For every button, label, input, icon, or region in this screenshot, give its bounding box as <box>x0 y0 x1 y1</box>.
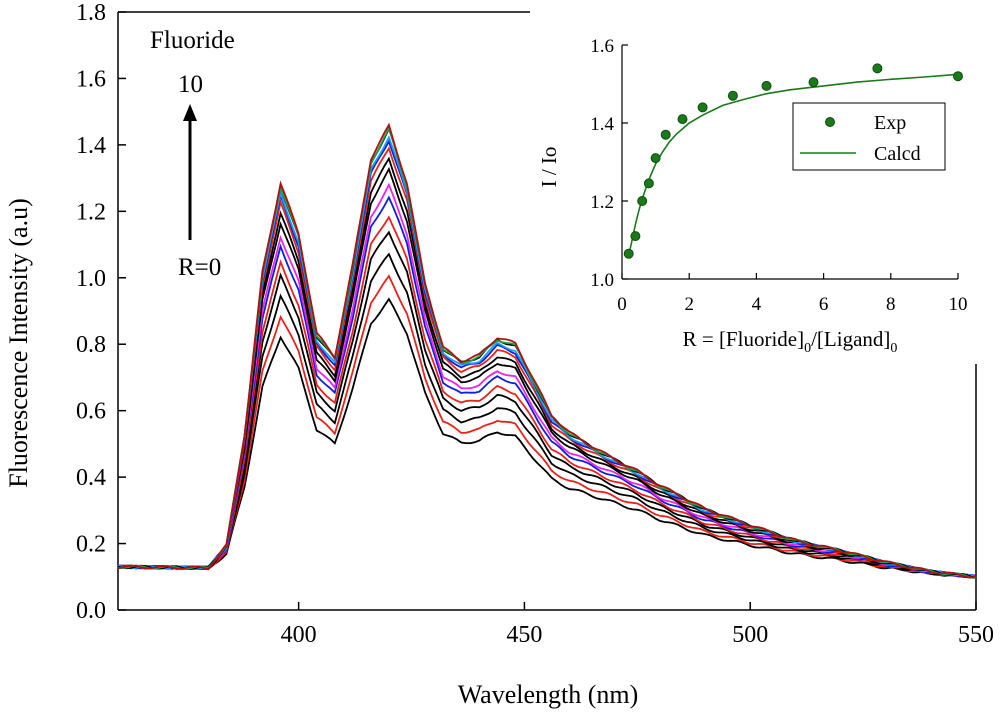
inset-x-tick-label: 10 <box>949 294 968 315</box>
inset-exp-point <box>637 196 648 206</box>
main-curves <box>117 122 977 579</box>
inset-legend: Exp Calcd <box>792 102 946 171</box>
inset-y-tick-label: 1.4 <box>590 114 614 135</box>
inset-exp-point <box>808 77 819 88</box>
inset-x-tick-label: 6 <box>819 294 829 315</box>
inset-exp-point <box>660 129 671 140</box>
inset-exp-point <box>643 178 654 189</box>
main-x-tick-label: 400 <box>281 622 317 648</box>
main-y-tick-label: 1.0 <box>76 266 106 292</box>
main-y-tick-label: 1.6 <box>76 66 106 92</box>
legend-exp-marker <box>825 117 835 127</box>
inset-y-tick-label: 1.6 <box>590 36 614 57</box>
legend-exp-label: Exp <box>874 112 906 134</box>
analyte-label: Fluoride <box>150 27 235 54</box>
inset-y-tick-label: 1.0 <box>590 270 614 291</box>
inset-background <box>530 10 976 352</box>
inset-x-tick-label: 4 <box>752 294 762 315</box>
inset-exp-point <box>727 90 738 101</box>
spectrum-curve <box>117 230 976 578</box>
inset-exp-point <box>650 153 661 164</box>
main-y-tick-label: 1.8 <box>76 0 106 26</box>
spectrum-curve <box>117 122 977 579</box>
inset-data <box>623 63 963 259</box>
spectrum-curve <box>117 195 977 579</box>
main-y-axis-label: Fluorescence Intensity (a.u) <box>4 198 33 488</box>
inset-exp-point <box>953 71 963 82</box>
main-x-tick-label: 500 <box>732 622 768 648</box>
main-labels: Wavelength (nm) Fluorescence Intensity (… <box>4 27 638 709</box>
inset-axes: 1.0 1.2 1.4 1.6 0 2 4 6 8 10 <box>590 36 967 315</box>
inset-x-label-sub2: 0 <box>890 341 897 356</box>
inset-exp-point <box>623 248 634 259</box>
main-y-tick-label: 1.4 <box>76 133 106 159</box>
main-x-tick-label: 450 <box>506 622 542 648</box>
inset-exp-point <box>697 102 708 113</box>
spectrum-curve <box>117 215 977 578</box>
legend-calcd-label: Calcd <box>874 143 921 165</box>
main-y-tick-label: 0.8 <box>76 332 106 358</box>
arrow-top-label: 10 <box>178 71 203 98</box>
inset-x-tick-label: 2 <box>684 294 694 315</box>
inset-exp-point <box>761 80 772 91</box>
arrow-bottom-label: R=0 <box>178 254 221 281</box>
inset-x-tick-label: 0 <box>617 294 627 315</box>
inset-exp-point <box>630 231 641 242</box>
inset-x-label-sub1: 0 <box>804 341 811 356</box>
main-y-tick-label: 0.4 <box>76 465 106 491</box>
inset-exp-point <box>872 63 883 74</box>
inset-y-tick-label: 1.2 <box>590 192 614 213</box>
main-y-tick-label: 0.2 <box>76 532 106 558</box>
inset-x-axis-label: R = [Fluoride]0/[Ligand]0 <box>683 327 898 356</box>
main-x-tick-label: 550 <box>958 622 994 648</box>
inset-exp-point <box>677 114 688 125</box>
legend-box <box>792 102 946 171</box>
inset-y-axis-label: I / Io <box>537 147 561 188</box>
inset-x-label-part2: /[Ligand] <box>811 327 890 351</box>
inset-x-label-part1: R = [Fluoride] <box>683 327 805 351</box>
main-x-axis-label: Wavelength (nm) <box>458 680 639 709</box>
main-y-tick-label: 0.0 <box>76 598 106 624</box>
inset-chart: 1.0 1.2 1.4 1.6 0 2 4 6 8 10 I / Io R = [Fluoride… <box>530 10 976 356</box>
main-y-tick-label: 0.6 <box>76 399 106 425</box>
trend-arrow-head <box>183 104 197 121</box>
inset-x-tick-label: 8 <box>886 294 896 315</box>
main-y-tick-label: 1.2 <box>76 199 106 225</box>
